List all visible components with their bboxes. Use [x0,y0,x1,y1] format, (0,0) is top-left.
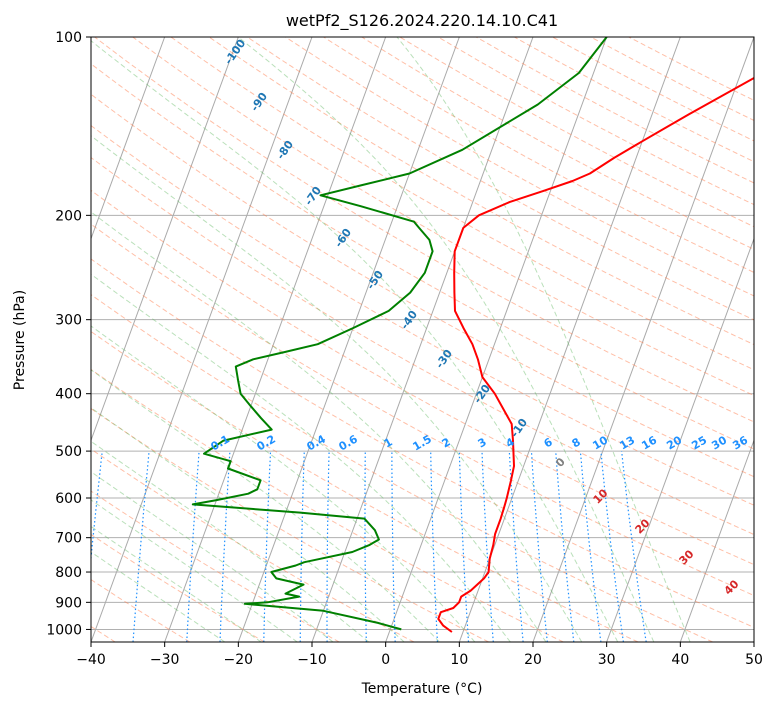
x-tick-label: −10 [297,652,327,668]
x-tick-label: −40 [76,652,106,668]
dry-adiabat-line [91,330,639,642]
y-tick-label: 800 [55,565,82,581]
temperature-profile-line [437,76,754,633]
isotherm-line [91,37,166,241]
isotherm-line [385,37,608,642]
dry-adiabat-line [91,93,754,478]
dewpoint-profile-line [191,37,608,631]
y-tick-label: 200 [55,208,82,224]
x-tick-label: 50 [745,652,763,668]
moist-adiabat-line [91,440,370,642]
x-tick-label: 40 [671,652,689,668]
y-tick-label: 1000 [46,622,82,638]
isotherm-line [91,37,313,642]
isotherm-line [532,37,754,642]
dry-adiabat-line [91,258,754,628]
mixing-ratio-line [132,451,150,642]
dry-adiabat-line [91,368,564,642]
moist-adiabat-line [91,525,262,642]
chart-title: wetPf2_S126.2024.220.14.10.C41 [286,11,558,31]
dry-adiabat-line [91,294,713,642]
dry-adiabat-line [91,448,415,642]
dry-adiabat-line [91,63,754,450]
moist-adiabat-line [91,135,583,642]
dry-adiabat-line [94,37,754,423]
mixing-ratio-line [579,451,602,642]
isotherm-line [91,37,239,442]
y-tick-label: 400 [55,387,82,403]
mixing-ratio-line [91,451,103,564]
x-tick-label: 0 [381,652,390,668]
isotherm-line [237,37,460,642]
moist-adiabat-line [91,273,511,642]
x-axis-label: Temperature (°C) [361,681,483,697]
plot-frame [90,36,755,643]
background-lines [91,37,754,642]
x-tick-label: 20 [524,652,542,668]
isotherm-line [164,37,387,642]
dry-adiabat-line [91,223,754,597]
dry-adiabat-line [91,189,754,566]
moist-adiabat-line [91,211,547,642]
y-tick-label: 700 [55,531,82,547]
mixing-ratio-line [508,451,524,642]
dry-adiabat-line [91,407,489,642]
axis-ticks: −40 −30 −20 −10 0 10 20 30 40 50 100 200 300 400 500 60… [46,30,763,668]
dry-adiabat-line [285,37,754,297]
y-tick-label: 900 [55,595,82,611]
mixing-ratio-line [555,451,575,642]
mixing-ratio-line [621,451,647,642]
isotherm-line [606,237,754,642]
x-tick-label: 30 [598,652,616,668]
moist-adiabat-line [91,499,298,642]
y-tick-label: 300 [55,313,82,329]
moist-adiabat-line [91,407,405,642]
moist-adiabat-line [91,369,440,642]
moist-adiabat-line [91,325,476,642]
y-tick-label: 100 [55,30,82,46]
mixing-ratio-line [530,451,548,642]
isotherm-line [458,37,681,642]
x-tick-label: 10 [450,652,468,668]
x-tick-label: −30 [150,652,180,668]
y-tick-label: 500 [55,444,82,460]
profile-lines [191,37,754,633]
dry-adiabat-line [91,156,754,536]
x-tick-label: −20 [224,652,254,668]
isotherm-line [679,438,754,642]
dry-adiabat-line [91,533,265,642]
moist-adiabat-line [91,551,226,642]
dry-adiabat-line [91,124,754,506]
dry-adiabat-line [246,37,754,321]
y-axis-label: Pressure (hPa) [12,290,28,390]
mixing-ratio-line [600,451,624,642]
y-tick-label: 600 [55,491,82,507]
moist-adiabat-line [237,37,655,642]
